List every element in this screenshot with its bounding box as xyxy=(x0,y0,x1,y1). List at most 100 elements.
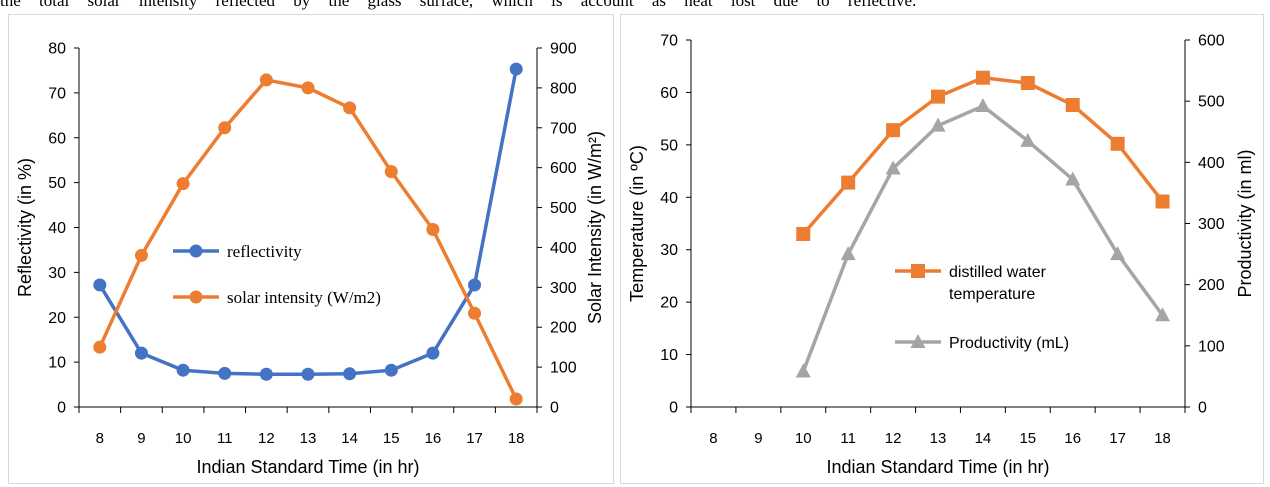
y2-tick-label: 900 xyxy=(550,41,577,58)
x-tick-label: 14 xyxy=(975,430,992,447)
data-point-1 xyxy=(468,278,482,292)
data-point-2 xyxy=(218,121,232,135)
data-point-2 xyxy=(930,117,946,132)
data-point-1 xyxy=(975,70,990,85)
data-point-2 xyxy=(1155,307,1171,322)
temperature-productivity-chart: 0 10 20 30 40 50 60 70 0 100 200 300 400 500 600 8 9 10 11… xyxy=(620,14,1264,484)
data-point-2 xyxy=(840,246,856,261)
y2-axis-title: Productivity (in ml) xyxy=(1235,149,1255,297)
data-point-1 xyxy=(931,89,945,104)
data-point-1 xyxy=(259,367,273,381)
data-point-2 xyxy=(509,392,523,406)
data-point-2 xyxy=(259,73,273,87)
y2-tick-label: 500 xyxy=(550,200,577,217)
data-point-2 xyxy=(795,363,811,378)
x-tick-label: 10 xyxy=(175,430,192,447)
x-tick-label: 9 xyxy=(137,430,145,447)
data-point-1 xyxy=(93,278,107,292)
data-point-1 xyxy=(1155,194,1170,209)
x-tick-label: 10 xyxy=(795,430,812,447)
y-axis-title: Reflectivity (in %) xyxy=(15,158,35,297)
data-point-2 xyxy=(1020,132,1036,147)
y-tick-label: 60 xyxy=(48,130,66,147)
y2-tick-label: 300 xyxy=(550,280,577,297)
y2-tick-label: 400 xyxy=(1198,155,1225,172)
x-tick-label: 16 xyxy=(1064,430,1081,447)
x-tick-label: 17 xyxy=(466,430,483,447)
body-text-line: the total solar intensity reflected by t… xyxy=(0,0,917,10)
y-tick-label: 80 xyxy=(48,41,66,58)
legend-marker-2 xyxy=(189,290,203,304)
data-point-1 xyxy=(841,175,856,190)
x-tick-label: 15 xyxy=(1019,430,1036,447)
y-tick-label: 20 xyxy=(660,295,678,312)
reflectivity-solar-chart: 0 10 20 30 40 50 60 70 80 0 100 200 300 400 500 600 700 8… xyxy=(8,14,614,484)
y-tick-label: 30 xyxy=(660,242,678,259)
y2-axis-title: Solar Intensity (in W/m²) xyxy=(585,131,605,324)
temperature-productivity-chart-svg: 0 10 20 30 40 50 60 70 0 100 200 300 400 500 600 8 9 10 11… xyxy=(627,33,1255,478)
legend-label-1: reflectivity xyxy=(227,242,302,261)
data-point-2 xyxy=(134,248,148,262)
x-tick-label: 12 xyxy=(885,430,902,447)
data-point-1 xyxy=(1020,75,1035,90)
series-line-2 xyxy=(801,104,1164,373)
y2-tick-label: 0 xyxy=(550,400,559,417)
x-tick-label: 16 xyxy=(425,430,442,447)
y-tick-label: 0 xyxy=(57,400,66,417)
data-point-1 xyxy=(218,366,232,380)
legend-marker-1 xyxy=(189,244,203,258)
y-tick-label: 40 xyxy=(660,190,678,207)
series-line-2 xyxy=(98,78,518,400)
data-point-1 xyxy=(176,363,190,377)
y-tick-label: 70 xyxy=(48,85,66,102)
legend-label-2: Productivity (mL) xyxy=(949,335,1069,352)
y-axis-title: Temperature (in ºC) xyxy=(627,145,647,302)
data-point-2 xyxy=(885,160,901,175)
x-tick-label: 13 xyxy=(930,430,947,447)
data-point-1 xyxy=(426,346,440,360)
y2-tick-label: 400 xyxy=(550,240,577,257)
y-tick-label: 0 xyxy=(669,400,678,417)
legend-marker-2 xyxy=(910,334,926,348)
data-point-1 xyxy=(509,62,523,76)
legend-marker-1 xyxy=(911,264,925,278)
y-tick-label: 70 xyxy=(660,33,678,50)
data-point-2 xyxy=(343,101,357,115)
y2-tick-label: 200 xyxy=(1198,277,1225,294)
data-point-2 xyxy=(176,177,190,191)
data-point-1 xyxy=(134,346,148,360)
y2-tick-label: 700 xyxy=(550,120,577,137)
y-tick-label: 40 xyxy=(48,220,66,237)
data-point-1 xyxy=(384,363,398,377)
y-tick-label: 50 xyxy=(48,175,66,192)
x-axis-title: Indian Standard Time (in hr) xyxy=(826,457,1049,477)
data-point-2 xyxy=(1110,246,1126,261)
x-tick-label: 12 xyxy=(258,430,275,447)
data-point-1 xyxy=(1110,136,1125,151)
data-point-1 xyxy=(796,226,811,241)
y-tick-label: 10 xyxy=(660,347,678,364)
reflectivity-solar-chart-svg: 0102030405060708001002003004005006007008… xyxy=(15,41,605,478)
y2-tick-label: 100 xyxy=(550,360,577,377)
y2-tick-label: 600 xyxy=(1198,33,1225,50)
data-point-1 xyxy=(1065,98,1080,113)
x-tick-label: 11 xyxy=(217,430,233,447)
x-tick-label: 18 xyxy=(508,430,525,447)
x-tick-label: 14 xyxy=(341,430,358,447)
y-tick-label: 10 xyxy=(48,355,66,372)
legend-label-1: temperature xyxy=(949,286,1035,303)
data-point-2 xyxy=(975,98,991,113)
x-tick-label: 11 xyxy=(840,430,856,447)
x-tick-label: 8 xyxy=(709,430,717,447)
x-axis-title: Indian Standard Time (in hr) xyxy=(196,457,419,477)
y2-tick-label: 600 xyxy=(550,160,577,177)
x-tick-label: 17 xyxy=(1109,430,1126,447)
y-tick-label: 60 xyxy=(660,85,678,102)
y2-tick-label: 800 xyxy=(550,80,577,97)
y-tick-label: 50 xyxy=(660,137,678,154)
y2-tick-label: 500 xyxy=(1198,94,1225,111)
data-point-2 xyxy=(384,165,398,179)
data-point-2 xyxy=(426,222,440,236)
x-tick-label: 15 xyxy=(383,430,400,447)
y2-tick-label: 100 xyxy=(1198,338,1225,355)
